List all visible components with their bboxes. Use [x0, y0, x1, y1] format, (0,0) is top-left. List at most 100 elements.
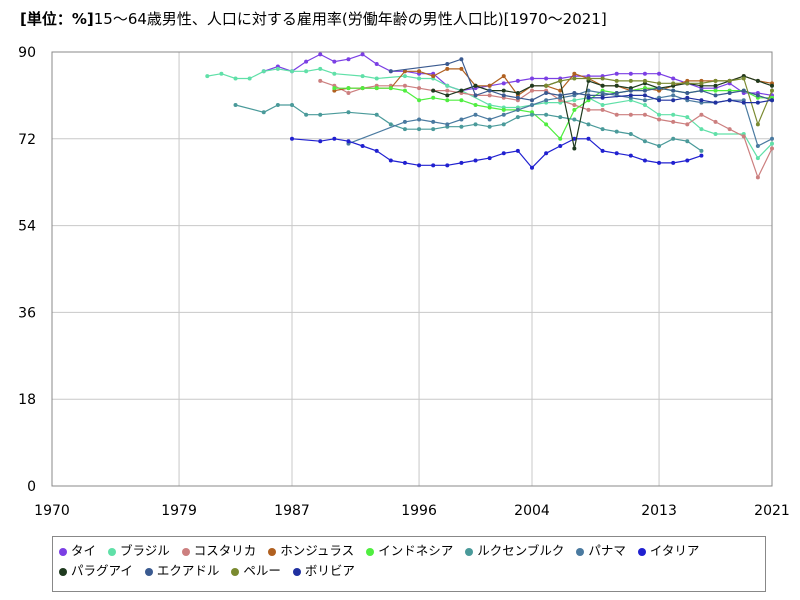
plot-frame	[51, 51, 773, 487]
data-point	[544, 83, 549, 88]
data-point	[558, 88, 563, 93]
data-point	[431, 95, 436, 100]
data-point	[572, 71, 577, 76]
y-tick-label: 0	[27, 479, 36, 495]
y-tick-label: 72	[18, 132, 36, 148]
legend-label: パラグアイ	[71, 563, 133, 578]
data-point	[332, 136, 337, 141]
legend-item: パラグアイ	[59, 561, 133, 581]
legend-label: タイ	[71, 543, 97, 558]
x-tick-label: 2013	[641, 503, 677, 519]
y-tick-label: 36	[18, 305, 36, 321]
data-point	[600, 76, 605, 81]
data-point	[417, 117, 422, 122]
data-point	[219, 71, 224, 76]
data-point	[741, 88, 746, 93]
data-point	[699, 153, 704, 158]
chart-title: [単位：%]15～64歳男性、人口に対する雇用率(労働年齢の男性人口比)[197…	[20, 8, 607, 29]
data-point	[501, 107, 506, 112]
data-point	[205, 74, 210, 79]
data-point	[417, 98, 422, 103]
data-point	[431, 119, 436, 124]
data-point	[417, 86, 422, 91]
data-point	[586, 95, 591, 100]
data-point	[388, 158, 393, 163]
data-point	[318, 66, 323, 71]
data-point	[402, 88, 407, 93]
legend-label: ホンジュラス	[280, 543, 355, 558]
data-point	[445, 66, 450, 71]
data-point	[332, 86, 337, 91]
legend-marker	[59, 567, 67, 576]
data-point	[459, 124, 464, 129]
data-point	[614, 83, 619, 88]
data-point	[600, 83, 605, 88]
data-point	[417, 127, 422, 132]
data-point	[628, 88, 633, 93]
data-point	[261, 110, 266, 115]
data-point	[558, 93, 563, 98]
data-point	[318, 52, 323, 57]
data-point	[402, 119, 407, 124]
data-point	[530, 83, 534, 88]
data-point	[685, 90, 690, 95]
data-point	[417, 163, 422, 168]
series-line	[334, 68, 773, 97]
data-point	[290, 136, 294, 141]
legend-item: エクアドル	[144, 561, 219, 581]
data-point	[671, 76, 676, 81]
data-point	[544, 90, 549, 95]
data-point	[699, 88, 704, 93]
legend-item: インドネシア	[366, 541, 453, 561]
data-point	[572, 117, 577, 122]
legend-marker	[366, 547, 375, 556]
legend-marker	[231, 567, 240, 576]
title-text: 15～64歳男性、人口に対する雇用率(労働年齢の男性人口比)[1970～2021…	[93, 10, 607, 28]
data-point	[572, 146, 577, 151]
data-point	[360, 74, 365, 79]
data-point	[544, 76, 549, 81]
legend-label: イタリア	[649, 543, 700, 558]
data-point	[275, 66, 280, 71]
data-point	[501, 151, 506, 156]
data-point	[530, 112, 534, 117]
series-11	[586, 93, 774, 105]
data-point	[261, 69, 266, 74]
data-point	[459, 117, 464, 122]
data-point	[346, 139, 351, 144]
data-point	[628, 71, 633, 76]
data-point	[487, 117, 492, 122]
data-point	[586, 107, 591, 112]
data-point	[699, 148, 704, 153]
data-point	[671, 112, 676, 117]
data-point	[473, 112, 478, 117]
data-point	[741, 76, 746, 81]
data-point	[530, 165, 534, 170]
data-point	[473, 122, 478, 127]
data-point	[346, 110, 351, 115]
data-point	[445, 62, 450, 67]
data-point	[572, 90, 577, 95]
data-point	[318, 112, 323, 117]
data-point	[755, 144, 760, 149]
data-point	[374, 62, 379, 67]
data-point	[642, 78, 647, 83]
x-tick-label: 1987	[274, 503, 310, 519]
data-point	[459, 66, 464, 71]
data-point	[642, 139, 647, 144]
data-point	[417, 69, 422, 74]
data-point	[628, 78, 633, 83]
legend-marker	[292, 567, 301, 576]
data-point	[628, 93, 633, 98]
data-point	[727, 78, 732, 83]
data-point	[501, 122, 506, 127]
data-point	[727, 98, 732, 103]
data-point	[572, 103, 577, 108]
data-point	[445, 122, 450, 127]
legend-item: パナマ	[576, 541, 626, 561]
data-point	[459, 57, 464, 62]
data-point	[628, 131, 633, 136]
data-point	[515, 115, 520, 120]
legend-label: ブラジル	[120, 543, 170, 558]
y-tick-label: 90	[18, 45, 36, 61]
